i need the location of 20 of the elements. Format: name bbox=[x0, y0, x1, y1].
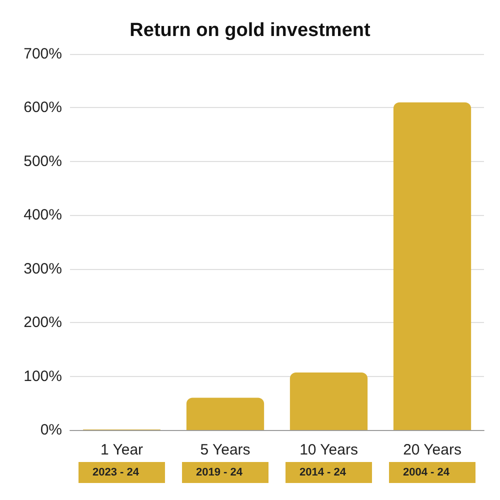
x-tick-label: 1 Year bbox=[100, 442, 144, 458]
text: 2019 - 24 bbox=[196, 466, 244, 478]
y-tick-label: 200% bbox=[24, 314, 62, 332]
y-tick-label: 0% bbox=[40, 422, 62, 438]
text: 2023 - 24 bbox=[92, 466, 140, 478]
text: 2004 - 24 bbox=[403, 466, 450, 478]
x-tick-label: 5 Years bbox=[200, 442, 250, 458]
text: 2014 - 24 bbox=[300, 466, 347, 478]
y-tick-label: 400% bbox=[24, 206, 62, 224]
y-tick-label: 700% bbox=[24, 46, 62, 62]
chart-title: Return on gold investment bbox=[130, 20, 371, 41]
x-tick-label: 20 Years bbox=[403, 442, 462, 458]
bar bbox=[393, 102, 472, 430]
y-tick-label: 300% bbox=[24, 260, 62, 278]
y-tick-label: 500% bbox=[24, 152, 62, 170]
bar bbox=[290, 372, 368, 430]
y-tick-label: 100% bbox=[24, 368, 62, 385]
bar bbox=[186, 398, 264, 430]
y-tick-label: 600% bbox=[24, 99, 62, 116]
x-tick-label: 10 Years bbox=[300, 442, 358, 458]
